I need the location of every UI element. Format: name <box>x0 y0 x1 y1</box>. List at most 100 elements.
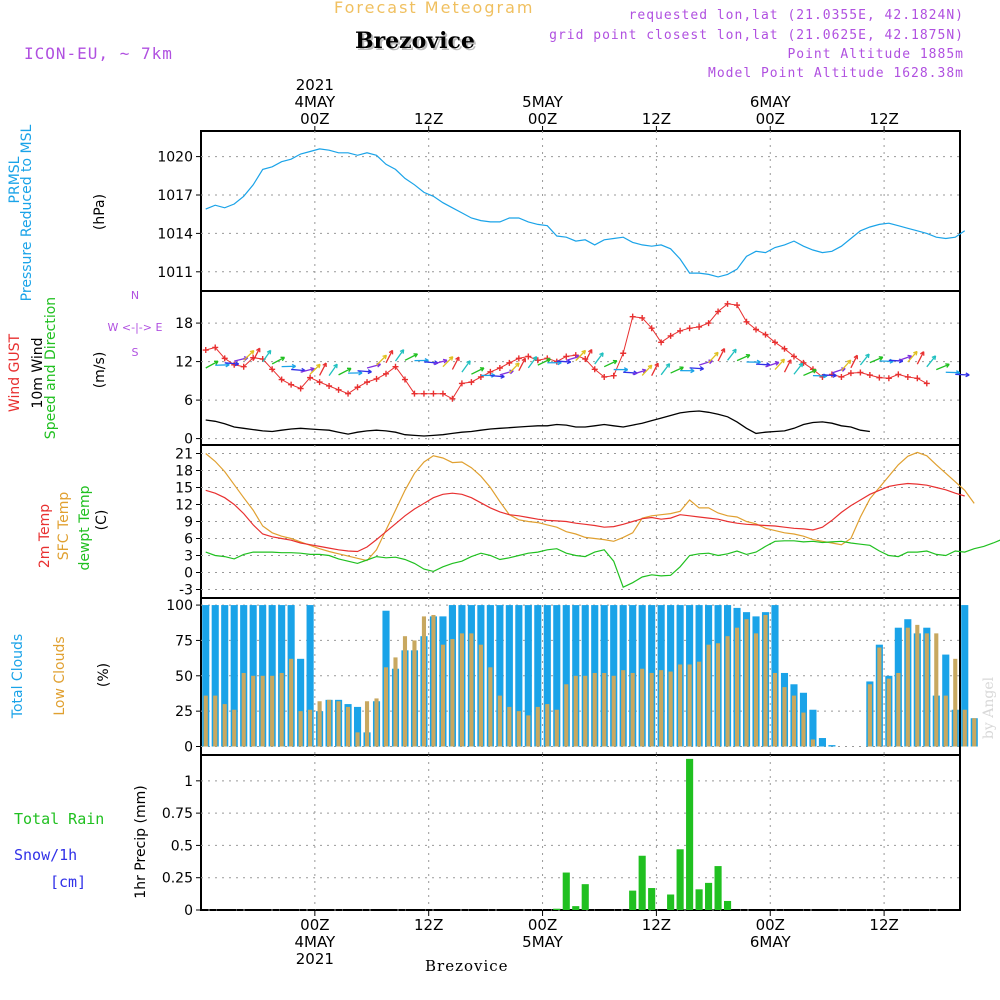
wind-arrow-head <box>388 349 394 355</box>
low-cloud-bar <box>336 701 341 747</box>
gust-marker <box>354 384 361 391</box>
low-cloud-bar <box>972 718 977 747</box>
wind-arrow-head <box>832 372 837 378</box>
gust-marker <box>297 385 304 392</box>
pressure-tick-label: 1011 <box>157 265 193 281</box>
wind-arrow-head <box>690 368 695 374</box>
gust-marker <box>677 327 684 334</box>
wind-arrow-head <box>399 349 405 354</box>
gust-marker <box>278 376 285 383</box>
wind-arrow <box>736 354 751 362</box>
wind-arrow-head <box>654 362 659 368</box>
wind-arrow-head <box>714 351 719 357</box>
wind-arrow-head <box>780 358 786 364</box>
wind-arrow-head <box>699 366 704 372</box>
low-cloud-bar <box>772 672 778 747</box>
wind-arrow-head <box>665 363 671 368</box>
gust-marker <box>771 339 778 346</box>
low-cloud-bar <box>611 675 616 747</box>
pressure-tick-label: 1020 <box>157 150 193 166</box>
low-cloud-bar <box>621 670 626 747</box>
wind-arrow <box>888 359 903 362</box>
low-cloud-bar <box>308 709 313 747</box>
gust-marker <box>876 374 883 381</box>
wind-arrow <box>783 359 792 373</box>
low-cloud-bar <box>725 636 730 747</box>
wind-arrow-head <box>466 360 471 365</box>
low-cloud-bar <box>924 633 929 747</box>
gust-marker <box>487 368 494 375</box>
total-cloud-bar <box>211 605 219 747</box>
wind-arrow <box>461 360 471 373</box>
pressure-line <box>205 148 966 278</box>
low-cloud-bar <box>327 699 332 747</box>
wind-arrow <box>717 348 726 362</box>
footer-location: Brezovice <box>425 957 509 975</box>
wind-arrow <box>508 362 520 374</box>
temp-tick-label: 15 <box>175 481 193 497</box>
gust-marker <box>923 380 930 387</box>
wind-arrow <box>727 348 737 361</box>
wind-arrow <box>641 364 653 376</box>
temp-tick-label: 9 <box>184 515 193 531</box>
gust-marker <box>648 325 655 332</box>
wind-arrow-head <box>234 361 240 367</box>
low-cloud-bar <box>545 704 550 747</box>
wind-arrow <box>224 362 239 365</box>
wind-arrow <box>594 352 604 365</box>
wind-arrow-head <box>774 361 780 366</box>
gust-marker <box>847 370 854 377</box>
low-cloud-bar <box>668 671 673 747</box>
top-time-label: 00Z <box>528 110 557 128</box>
low-cloud-bar <box>706 644 711 747</box>
low-cloud-bar <box>241 672 246 747</box>
gust-marker <box>420 390 427 397</box>
wind-arrow-head <box>333 363 338 369</box>
total-cloud-bar <box>828 745 836 747</box>
low-cloud-bar <box>659 670 664 747</box>
low-cloud-bar <box>791 695 797 747</box>
wind-arrow-head <box>367 369 372 375</box>
low-cloud-bar <box>431 614 436 747</box>
point-altitude: Point Altitude 1885m <box>787 47 964 62</box>
low-cloud-bar <box>270 675 275 747</box>
wind-tick-label: 0 <box>184 432 193 448</box>
wind-arrow-head <box>455 356 460 362</box>
precip-tick-label: 0.25 <box>162 871 193 887</box>
gust-marker <box>373 375 380 382</box>
gust-marker <box>601 373 608 380</box>
wind-arrow-head <box>612 359 618 365</box>
low-cloud-bar <box>678 664 683 747</box>
wind-arrow-head <box>812 368 817 374</box>
gust-marker <box>430 390 437 397</box>
wind-arrow <box>471 367 485 375</box>
low-cloud-bar <box>526 715 531 747</box>
temp-tick-label: 3 <box>184 549 193 565</box>
rain-bar <box>676 849 684 910</box>
wind-arrow <box>262 349 272 363</box>
gust-marker <box>515 355 522 362</box>
total-cloud-bar <box>534 605 542 747</box>
wind-arrow <box>442 356 454 368</box>
model-label: ICON-EU, ~ 7km <box>24 44 173 63</box>
total-cloud-bar <box>221 605 229 747</box>
gust-marker <box>411 390 418 397</box>
low-cloud-bar <box>317 701 322 747</box>
rain-bar <box>667 894 675 910</box>
wind-arrow-head <box>853 354 859 360</box>
total-cloud-bar <box>543 605 551 747</box>
wind-arrow-head <box>878 356 884 361</box>
gust-marker <box>781 345 788 352</box>
total-cloud-bar <box>809 709 817 747</box>
rain-bar <box>562 872 570 910</box>
top-time-label: 2021 <box>296 76 334 94</box>
pressure-tick-label: 1014 <box>157 226 193 242</box>
wind-arrow-head <box>316 363 321 369</box>
wind-arrow <box>291 368 306 372</box>
low-cloud-bar <box>886 678 891 747</box>
wind-arrow <box>385 350 394 364</box>
wind-arrow-head <box>291 363 296 369</box>
wind-arrow <box>394 349 405 362</box>
rain-bar <box>648 888 656 910</box>
wind-arrow-head <box>720 348 726 353</box>
